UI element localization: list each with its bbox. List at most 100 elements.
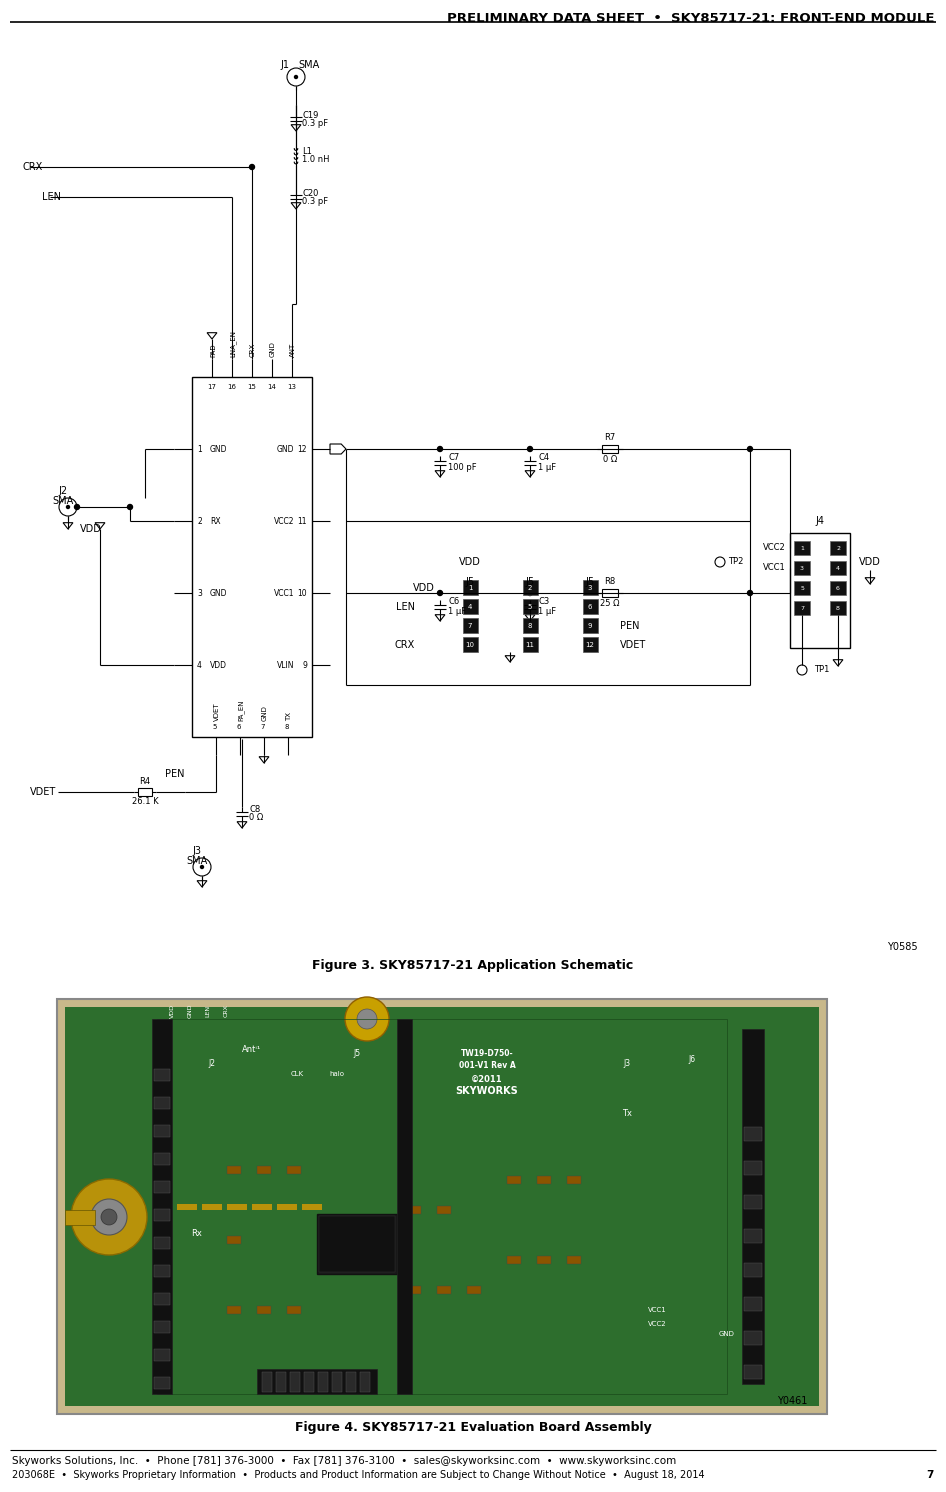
Bar: [830, 542, 846, 555]
Text: GND: GND: [262, 706, 268, 721]
Text: LEN: LEN: [396, 601, 415, 612]
Text: VCC1: VCC1: [763, 564, 786, 573]
Text: J5: J5: [525, 577, 534, 586]
Text: CRX: CRX: [22, 163, 43, 172]
Text: 7: 7: [467, 624, 472, 630]
Text: 13: 13: [288, 383, 296, 389]
Bar: [360, 1373, 370, 1392]
Bar: [302, 1204, 322, 1210]
Text: 7: 7: [927, 1470, 934, 1480]
Bar: [537, 1176, 551, 1185]
Bar: [318, 1373, 328, 1392]
Text: VDD: VDD: [459, 557, 481, 567]
Bar: [744, 1365, 762, 1379]
Text: VCC2: VCC2: [763, 543, 786, 552]
Text: VCC1: VCC1: [273, 588, 294, 597]
Circle shape: [66, 506, 69, 509]
Text: LNA_EN: LNA_EN: [230, 330, 236, 357]
Bar: [202, 1204, 222, 1210]
Bar: [332, 1373, 342, 1392]
Bar: [257, 1370, 377, 1394]
Bar: [65, 1210, 95, 1225]
Text: VDD: VDD: [413, 583, 435, 592]
Bar: [744, 1229, 762, 1243]
Text: J4: J4: [815, 516, 825, 527]
Text: VDD: VDD: [169, 1004, 174, 1018]
Text: 10: 10: [297, 588, 307, 597]
Bar: [523, 637, 538, 652]
Circle shape: [101, 1209, 117, 1225]
Bar: [463, 580, 478, 595]
Text: Figure 3. SKY85717-21 Application Schematic: Figure 3. SKY85717-21 Application Schema…: [312, 959, 634, 973]
Text: J3: J3: [192, 846, 201, 856]
Text: 7: 7: [800, 606, 804, 610]
Text: TX: TX: [286, 712, 292, 721]
Text: C20: C20: [302, 188, 319, 197]
Text: 1: 1: [800, 546, 804, 551]
Bar: [154, 1125, 170, 1137]
Text: LEN: LEN: [205, 1006, 211, 1018]
Bar: [317, 1214, 397, 1274]
Text: 203068E  •  Skyworks Proprietary Information  •  Products and Product Informatio: 203068E • Skyworks Proprietary Informati…: [12, 1470, 705, 1480]
Text: Skyworks Solutions, Inc.  •  Phone [781] 376-3000  •  Fax [781] 376-3100  •  sal: Skyworks Solutions, Inc. • Phone [781] 3…: [12, 1456, 676, 1467]
Bar: [154, 1320, 170, 1332]
Text: PRELIMINARY DATA SHEET  •  SKY85717-21: FRONT-END MODULE: PRELIMINARY DATA SHEET • SKY85717-21: FR…: [447, 12, 934, 25]
Text: L1: L1: [302, 148, 312, 157]
Bar: [65, 1007, 819, 1405]
Circle shape: [201, 865, 203, 868]
Text: 2: 2: [836, 546, 840, 551]
Text: 0 Ω: 0 Ω: [603, 455, 617, 464]
Bar: [276, 1373, 286, 1392]
Bar: [830, 601, 846, 615]
Bar: [794, 561, 810, 574]
Circle shape: [75, 504, 79, 509]
Bar: [227, 1235, 241, 1244]
Bar: [277, 1204, 297, 1210]
Bar: [744, 1297, 762, 1311]
Text: 6: 6: [587, 604, 592, 610]
Bar: [523, 618, 538, 633]
Text: CRX: CRX: [394, 640, 415, 651]
Text: 3: 3: [800, 565, 804, 570]
Circle shape: [437, 591, 443, 595]
Text: GND: GND: [210, 445, 227, 454]
Bar: [154, 1237, 170, 1249]
Bar: [154, 1294, 170, 1306]
Text: J1: J1: [280, 60, 289, 70]
Text: halo: halo: [329, 1071, 344, 1077]
Text: J3: J3: [623, 1059, 631, 1068]
Bar: [463, 618, 478, 633]
Text: 4: 4: [197, 661, 201, 670]
Bar: [154, 1209, 170, 1220]
Text: 8: 8: [836, 606, 840, 610]
Text: SMA: SMA: [298, 60, 319, 70]
Text: PEN: PEN: [620, 621, 639, 631]
Text: 1 μF: 1 μF: [448, 607, 466, 616]
Text: TW19-D750-: TW19-D750-: [461, 1049, 514, 1058]
Text: 17: 17: [207, 383, 217, 389]
Text: 10: 10: [465, 642, 475, 648]
Text: 0.3 pF: 0.3 pF: [302, 118, 328, 127]
Bar: [154, 1349, 170, 1361]
Bar: [463, 598, 478, 615]
Text: 1.0 nH: 1.0 nH: [302, 155, 329, 164]
Text: 15: 15: [248, 383, 256, 389]
Bar: [227, 1204, 247, 1210]
Circle shape: [128, 504, 132, 509]
Bar: [346, 1373, 356, 1392]
Text: 11: 11: [297, 516, 307, 525]
Text: R8: R8: [604, 577, 616, 586]
Bar: [537, 1256, 551, 1264]
Text: 0 Ω: 0 Ω: [249, 813, 263, 822]
Text: CRX: CRX: [250, 343, 256, 357]
Text: 7: 7: [261, 724, 265, 730]
Circle shape: [528, 591, 533, 595]
Bar: [437, 1286, 451, 1294]
Text: GND: GND: [276, 445, 294, 454]
Bar: [583, 580, 598, 595]
Bar: [287, 1167, 301, 1174]
Bar: [830, 561, 846, 574]
Text: 1: 1: [197, 445, 201, 454]
Text: CLK: CLK: [290, 1071, 304, 1077]
Text: C3: C3: [538, 597, 550, 606]
